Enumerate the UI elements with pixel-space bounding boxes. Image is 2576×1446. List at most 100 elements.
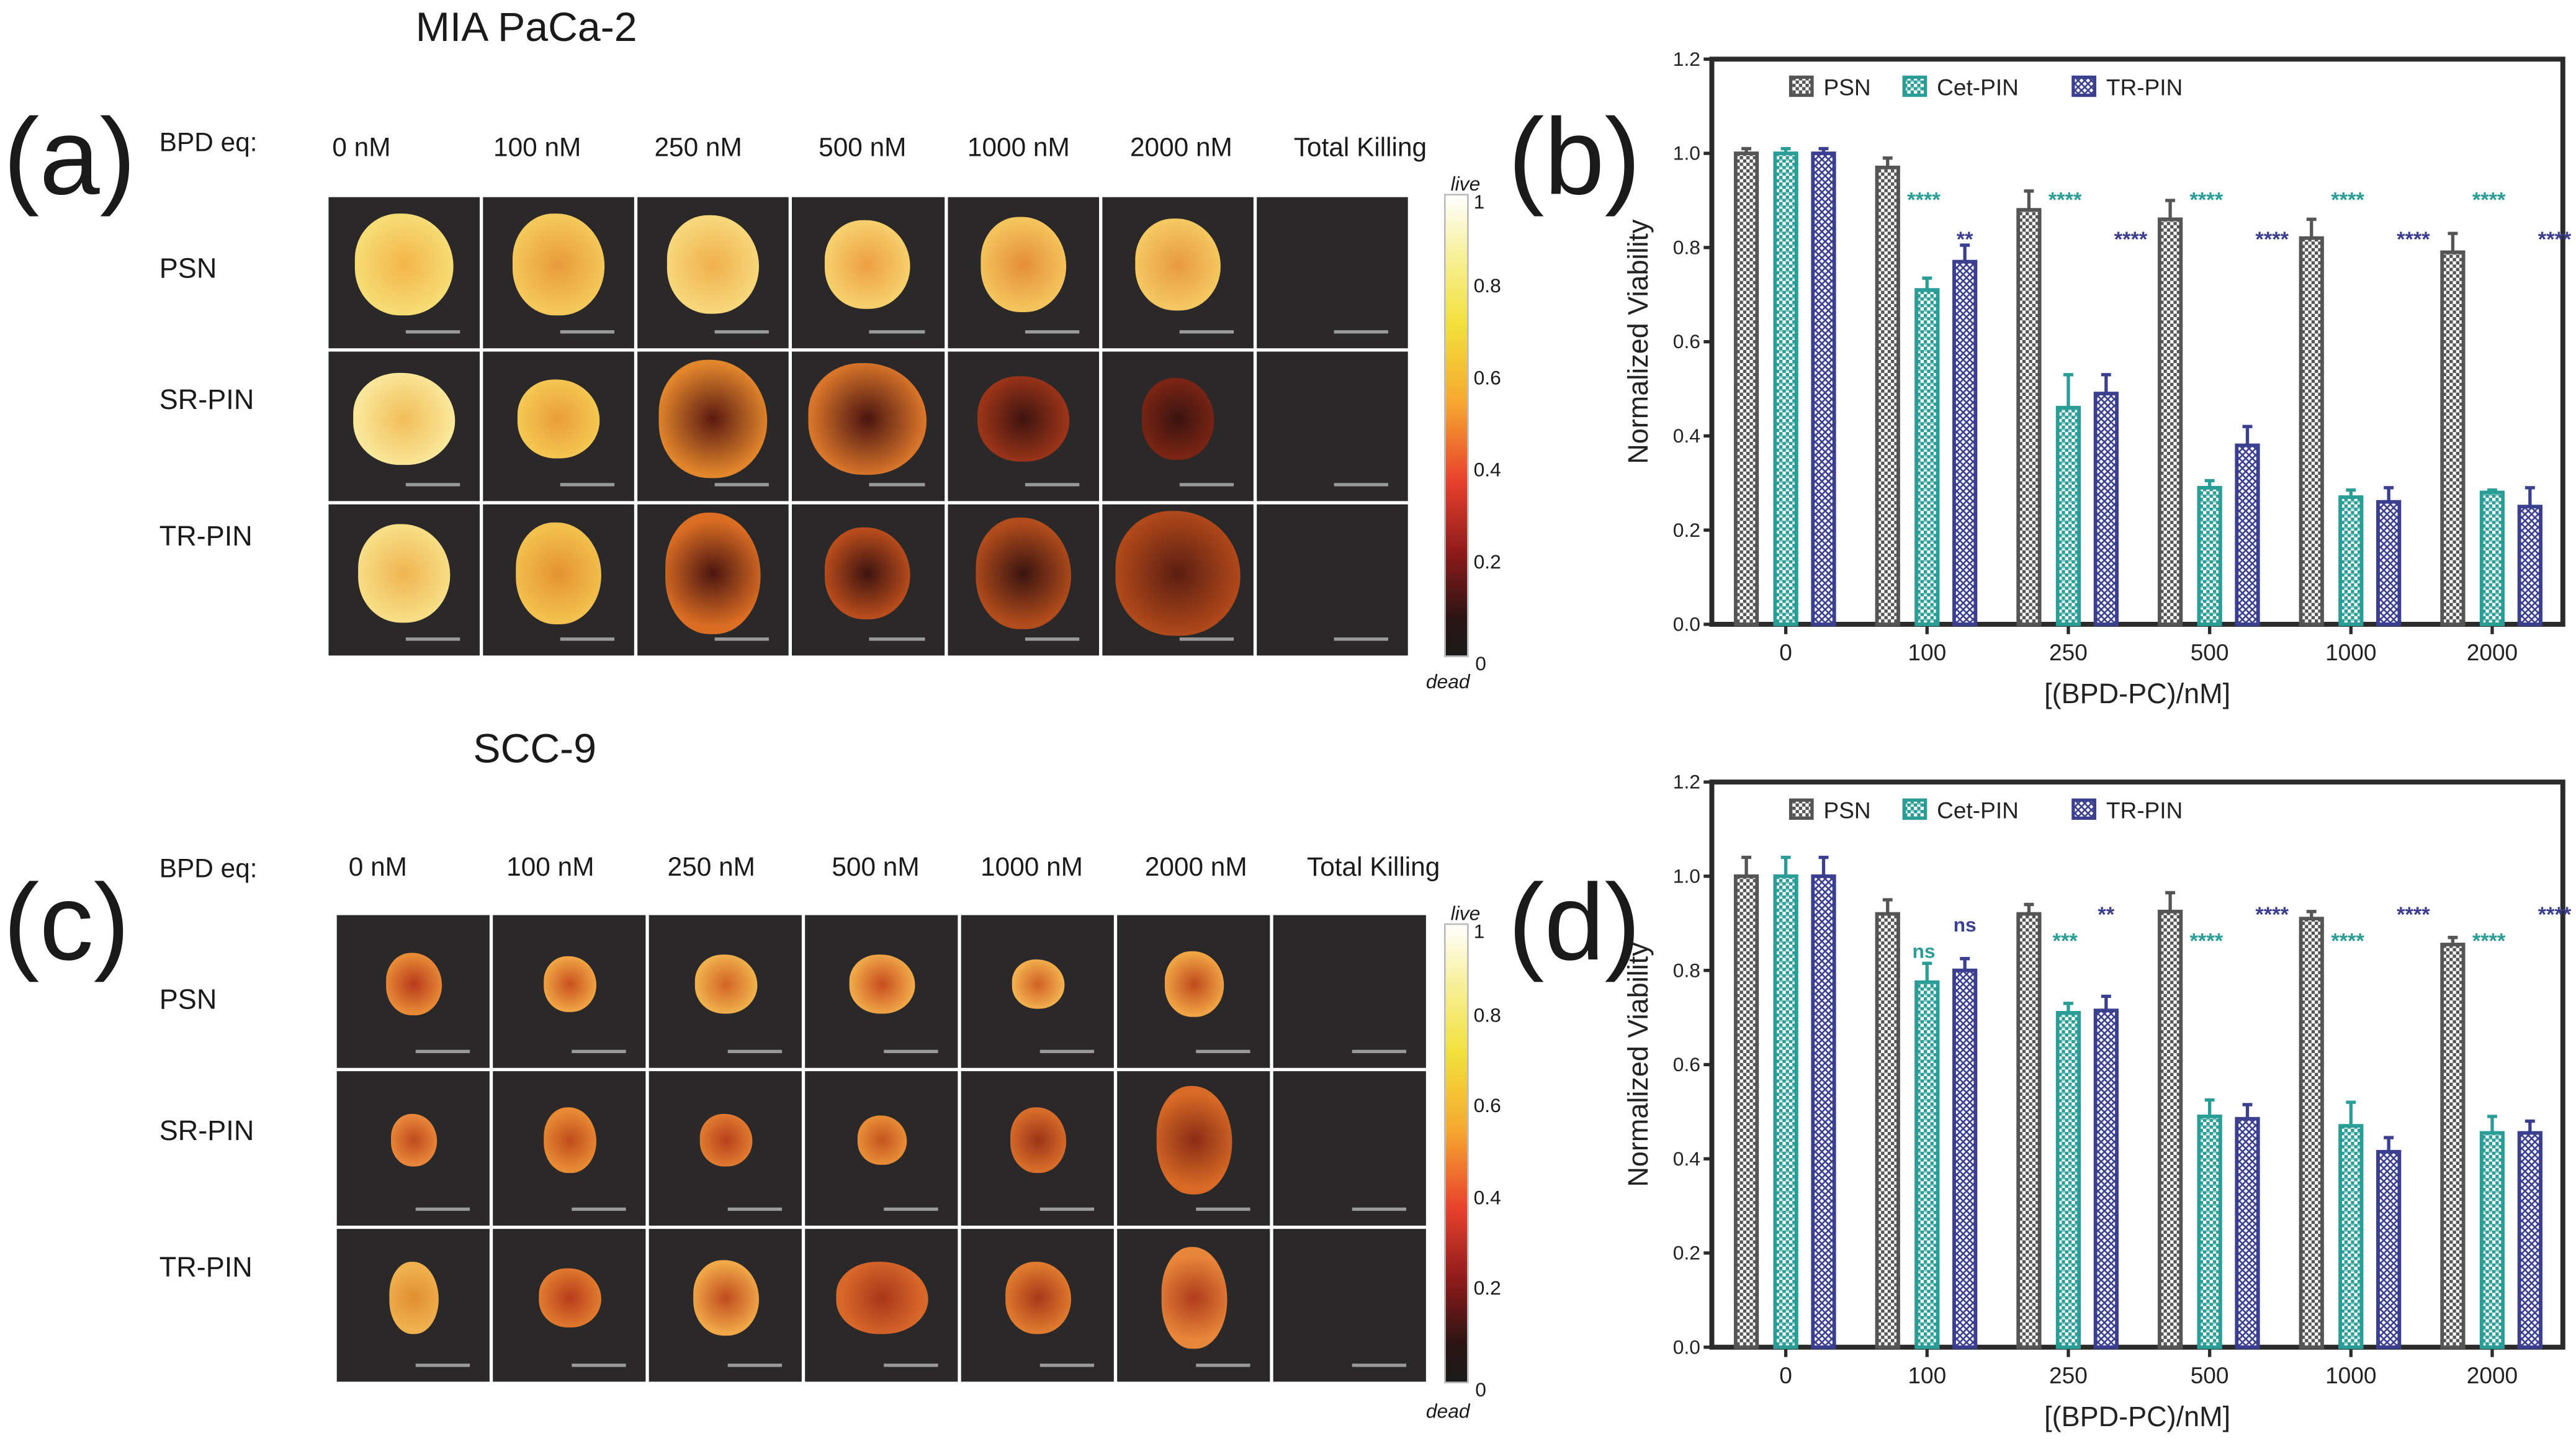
y-tick-label: 0.2 (1673, 1242, 1700, 1264)
spheroid (537, 1267, 601, 1327)
scale-bar (727, 1363, 783, 1367)
spheroid-image (1256, 197, 1408, 348)
spheroid-image (1102, 505, 1254, 656)
scale-bar (883, 1363, 938, 1367)
spheroid-image (1273, 1071, 1426, 1225)
spheroid-image (336, 1228, 490, 1382)
significance-label: *** (2053, 929, 2078, 953)
x-tick-label: 250 (2049, 639, 2088, 665)
y-tick-label: 1.2 (1673, 48, 1700, 70)
scale-bar (1024, 637, 1079, 641)
legend-swatch (1788, 75, 1814, 97)
y-tick-label: 1.0 (1673, 142, 1700, 164)
scale-bar (1195, 1206, 1250, 1211)
y-tick-label: 0.2 (1673, 519, 1700, 541)
panel-a-header-label: BPD eq: (159, 130, 258, 158)
legend-label: PSN (1824, 797, 1871, 823)
colorbar-tick-label: 0 (1475, 1378, 1486, 1402)
colorbar-tick-label: 0.8 (1473, 1003, 1501, 1026)
significance-label: **** (2472, 189, 2506, 212)
significance-label: **** (2397, 903, 2430, 927)
panel-c-colorbar (1443, 923, 1469, 1384)
chart-d: 0.0 0.2 0.4 0.6 0.8 1.0 1.2 Normalized Viabilit… (1622, 771, 2572, 1432)
spheroid (385, 953, 441, 1015)
x-tick-label: 2000 (2467, 639, 2518, 665)
spheroid (1011, 959, 1064, 1009)
spheroid-image (637, 351, 789, 502)
scale-bar (571, 1363, 626, 1367)
x-tick-label: 500 (2191, 1362, 2229, 1388)
significance-label: **** (2190, 929, 2224, 953)
scale-bar (560, 330, 615, 333)
bar-cet-pin (2055, 1011, 2081, 1349)
column-header: 500 nM (819, 135, 907, 163)
spheroid-image (1256, 351, 1408, 502)
panel-a-image-grid (328, 197, 1408, 656)
legend-label: Cet-PIN (1937, 74, 2019, 101)
colorbar-tick-label: 0 (1475, 652, 1486, 676)
scale-bar (727, 1206, 783, 1211)
panel-c-colorbar-live: live (1450, 902, 1481, 925)
spheroid (694, 954, 757, 1014)
spheroid (390, 1114, 436, 1167)
bar-cet-pin (2479, 1131, 2505, 1349)
scale-bar (1178, 637, 1234, 641)
scale-bar (1334, 330, 1388, 333)
y-tick-label: 1.0 (1673, 864, 1700, 887)
bar-cet-pin (1914, 980, 1940, 1349)
row-label: SR-PIN (159, 384, 254, 416)
scale-bar (1039, 1050, 1095, 1054)
bar-cet-pin (2479, 490, 2505, 626)
x-tick-label: 1000 (2325, 639, 2376, 665)
y-tick-label: 0.8 (1673, 236, 1700, 258)
y-axis-label: Normalized Viability (1622, 942, 1654, 1187)
column-header: 2000 nM (1129, 135, 1232, 163)
colorbar-tick-label: 1 (1473, 191, 1485, 214)
scale-bar (1024, 483, 1079, 487)
panel-c-title: SCC-9 (473, 726, 597, 773)
bar-cet-pin (2055, 405, 2081, 626)
bar-psn (2440, 943, 2466, 1349)
x-tick-label: 1000 (2325, 1362, 2376, 1388)
panel-a-title: MIA PaCa-2 (415, 4, 637, 52)
bar-tr-pin (1811, 151, 1836, 626)
spheroid (353, 372, 456, 465)
spheroid-image (1117, 915, 1270, 1069)
colorbar-tick-label: 0.2 (1473, 1277, 1501, 1301)
significance-label: **** (2255, 228, 2289, 251)
scale-bar (1334, 483, 1388, 487)
bar-tr-pin (2517, 1131, 2542, 1349)
spheroid-image (1117, 1071, 1270, 1225)
spheroid-image (792, 351, 945, 502)
spheroid-image (961, 915, 1114, 1069)
spheroid (659, 359, 768, 478)
spheroid-image (805, 915, 958, 1069)
spheroid (358, 523, 451, 622)
scale-bar (869, 483, 925, 487)
spheroid-image (792, 505, 945, 656)
y-tick-label: 0.0 (1673, 1336, 1700, 1358)
bar-psn (1733, 151, 1759, 626)
scale-bar (415, 1206, 470, 1211)
bar-psn (1875, 165, 1900, 626)
panel-c-letter: (c) (3, 861, 130, 983)
panel-a-letter: (a) (3, 95, 136, 217)
spheroid-image (328, 197, 480, 348)
spheroid-image (961, 1228, 1114, 1382)
scale-bar (1178, 330, 1234, 333)
x-tick-label: 250 (2049, 1362, 2088, 1388)
significance-label: **** (2255, 903, 2289, 927)
y-tick-label: 0.0 (1673, 613, 1700, 635)
significance-label: ** (1957, 228, 1973, 251)
x-tick-label: 100 (1908, 639, 1946, 665)
legend-label: Cet-PIN (1937, 797, 2019, 823)
spheroid (518, 379, 600, 459)
bar-cet-pin (2197, 1115, 2222, 1349)
y-tick-label: 0.4 (1673, 1147, 1700, 1170)
bar-tr-pin (2376, 500, 2402, 626)
colorbar-tick-label: 0.6 (1473, 366, 1501, 390)
spheroid-image (637, 197, 789, 348)
scale-bar (1195, 1050, 1250, 1054)
panel-a-colorbar-dead: dead (1425, 670, 1470, 694)
